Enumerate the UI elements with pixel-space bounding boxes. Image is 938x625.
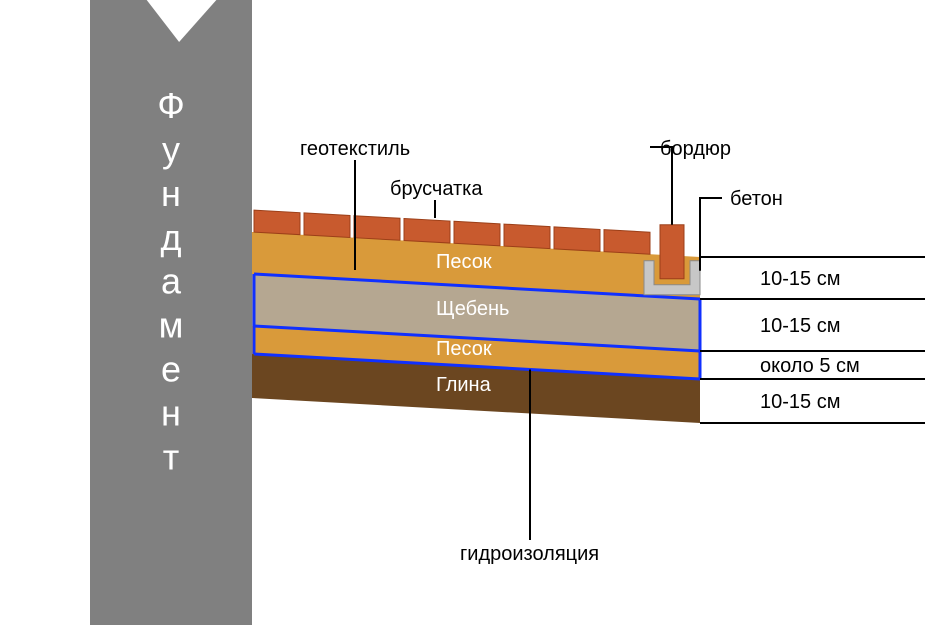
- dim-label: 10-15 см: [760, 391, 840, 413]
- brick: [354, 216, 400, 241]
- foundation-letter: м: [159, 305, 184, 346]
- brick: [304, 213, 350, 238]
- dim-label: 10-15 см: [760, 268, 840, 290]
- brick: [454, 221, 500, 246]
- leader-concrete: [700, 198, 722, 271]
- foundation: Фундамент: [90, 0, 252, 625]
- foundation-letter: е: [161, 349, 181, 390]
- layer-label-sand_top: Песок: [436, 251, 492, 273]
- layer-label-clay: Глина: [436, 374, 492, 396]
- curb: [660, 225, 684, 279]
- foundation-letter: н: [161, 173, 181, 214]
- foundation-letter: у: [162, 129, 180, 170]
- layer-label-sand_bottom: Песок: [436, 338, 492, 360]
- brick: [604, 230, 650, 255]
- foundation-letter: т: [163, 436, 180, 477]
- callout-geotextile: геотекстиль: [300, 138, 410, 160]
- callout-waterproof: гидроизоляция: [460, 543, 599, 565]
- callout-curb: бордюр: [660, 138, 731, 160]
- diagram-root: ПесокЩебеньПесокГлинаФундаментгеотекстил…: [0, 0, 938, 625]
- callout-paving: брусчатка: [390, 178, 483, 200]
- dim-label: 10-15 см: [760, 315, 840, 337]
- brick: [554, 227, 600, 252]
- foundation-letter: д: [160, 217, 181, 258]
- foundation-letter: а: [161, 261, 182, 302]
- dim-label: около 5 см: [760, 355, 860, 377]
- brick: [254, 210, 300, 235]
- brick: [504, 224, 550, 249]
- foundation-letter: н: [161, 392, 181, 433]
- brick: [404, 218, 450, 243]
- callout-concrete: бетон: [730, 188, 783, 210]
- foundation-letter: Ф: [157, 85, 184, 126]
- layers-group: Песок Щебень Песок Глина: [252, 232, 700, 423]
- layer-label-gravel: Щебень: [436, 298, 509, 320]
